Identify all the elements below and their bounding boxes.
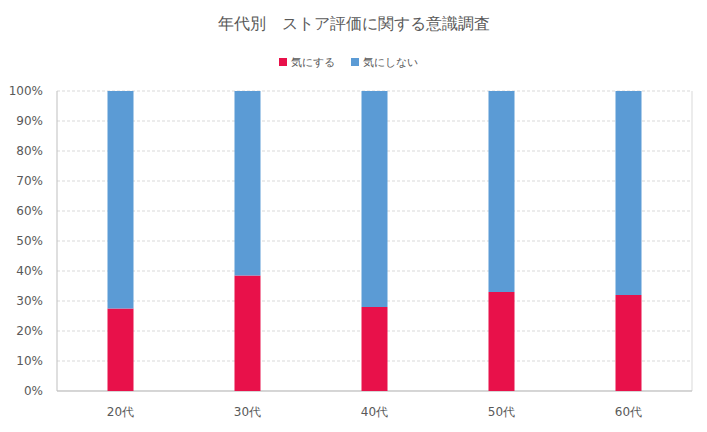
y-tick-label: 80%: [16, 144, 43, 158]
x-tick-label: 30代: [234, 405, 261, 419]
y-tick-label: 100%: [9, 84, 43, 98]
x-tick-label: 60代: [615, 405, 642, 419]
y-tick-label: 30%: [16, 294, 43, 308]
bar-segment: [362, 307, 388, 391]
x-tick-label: 40代: [361, 405, 388, 419]
bar-segment: [362, 91, 388, 307]
y-tick-label: 40%: [16, 264, 43, 278]
legend-label: 気にしない: [363, 56, 418, 69]
chart-svg: 年代別 ストア評価に関する意識調査気にする 気にしない 0% 10% 20% 30% 40%…: [0, 0, 707, 432]
bar-segment: [616, 295, 642, 391]
legend-swatch: [279, 58, 287, 66]
frame-right: [692, 91, 693, 391]
y-tick-label: 50%: [16, 234, 43, 248]
bar-segment: [235, 91, 261, 276]
chart-container: 年代別 ストア評価に関する意識調査気にする 気にしない 0% 10% 20% 30% 40%…: [0, 0, 707, 432]
bar-segment: [616, 91, 642, 295]
x-tick-label: 20代: [107, 405, 134, 419]
bar-segment: [235, 276, 261, 392]
chart-title: 年代別 ストア評価に関する意識調査: [218, 14, 490, 33]
bar-segment: [108, 91, 134, 309]
y-tick-label: 60%: [16, 204, 43, 218]
legend-label: 気にする: [291, 56, 335, 69]
bar-segment: [108, 309, 134, 392]
bar-segment: [489, 91, 515, 292]
y-tick-label: 20%: [16, 324, 43, 338]
y-tick-label: 0%: [24, 384, 43, 398]
y-axis-line: [57, 91, 58, 391]
y-tick-label: 70%: [16, 174, 43, 188]
bars: [108, 91, 642, 391]
y-tick-label: 90%: [16, 114, 43, 128]
bar-segment: [489, 292, 515, 391]
legend-swatch: [351, 58, 359, 66]
legend: 気にする 気にしない: [279, 56, 418, 69]
x-tick-label: 50代: [488, 405, 515, 419]
y-tick-label: 10%: [16, 354, 43, 368]
